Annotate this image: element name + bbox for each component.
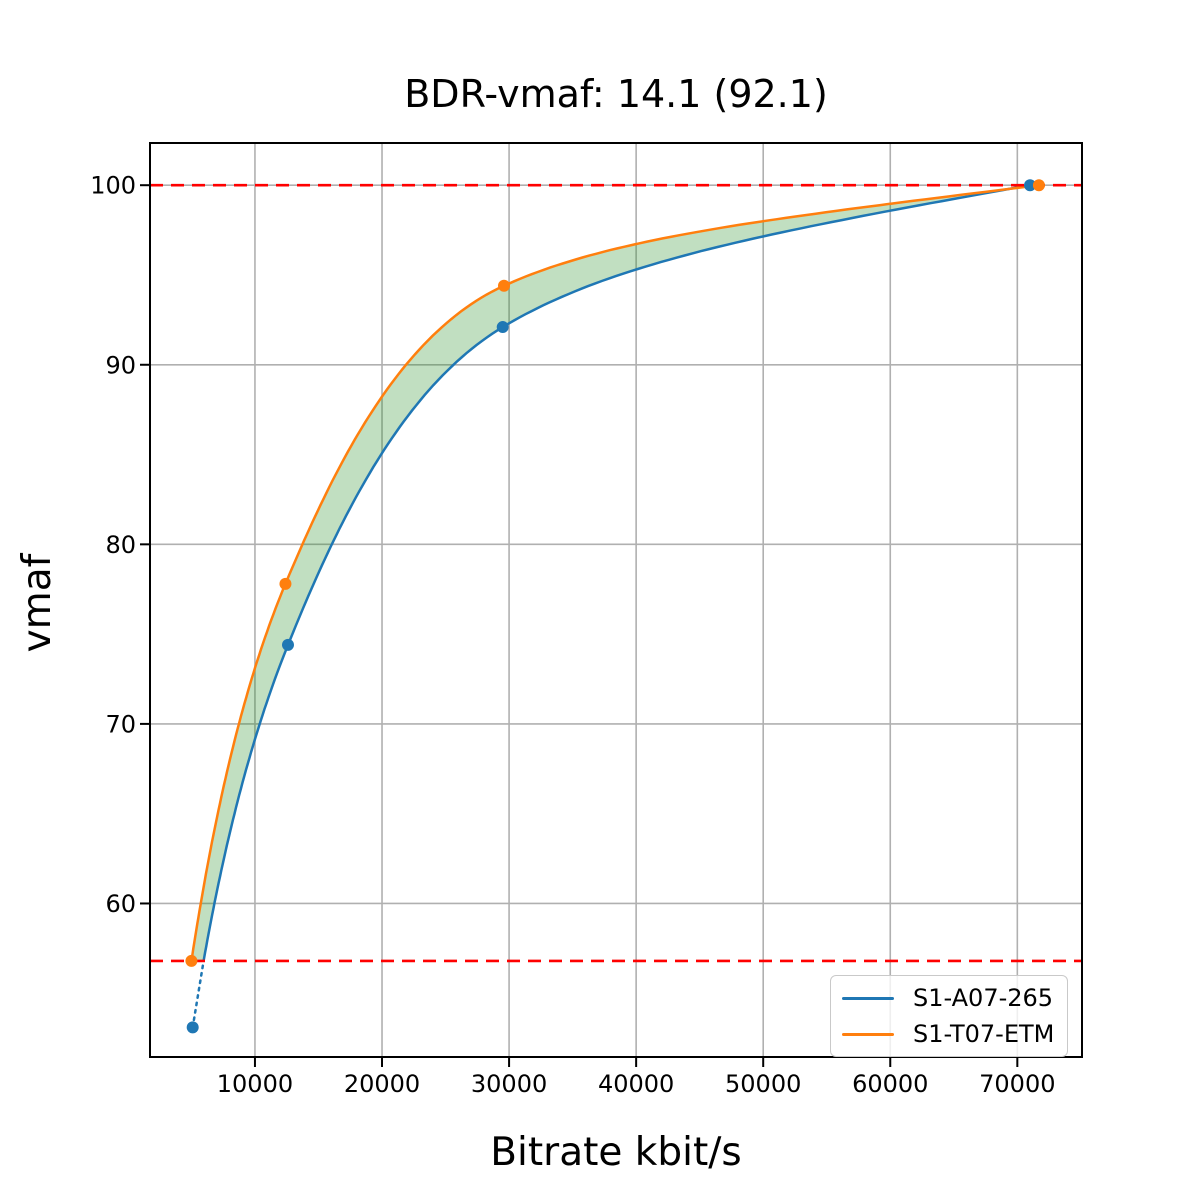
series-line-s1-a07-265	[202, 183, 1031, 962]
y-tick-label: 80	[105, 531, 136, 559]
data-point-s1-t07-etm	[1032, 179, 1045, 192]
data-point-s1-t07-etm	[497, 279, 510, 292]
x-tick-label: 70000	[979, 1070, 1055, 1098]
series-line-s1-t07-etm	[190, 183, 1040, 962]
data-point-s1-t07-etm	[185, 954, 198, 967]
x-tick-label: 10000	[217, 1070, 293, 1098]
x-tick-label: 50000	[725, 1070, 801, 1098]
legend-item: S1-A07-265	[842, 984, 1067, 1012]
series-dotted-segment	[191, 959, 205, 1029]
x-tick-label: 30000	[471, 1070, 547, 1098]
legend-line-sample	[842, 1032, 894, 1036]
data-point-s1-t07-etm	[279, 577, 292, 590]
legend-item: S1-T07-ETM	[842, 1020, 1067, 1048]
x-axis-label: Bitrate kbit/s	[490, 1130, 742, 1175]
data-point-s1-a07-265	[281, 638, 294, 651]
legend-line-sample	[842, 996, 894, 1000]
x-tick-label: 40000	[598, 1070, 674, 1098]
y-tick-label: 100	[90, 172, 136, 200]
axes-spines	[149, 142, 1083, 1058]
fill-between-region	[191, 185, 1039, 961]
data-point-s1-a07-265	[186, 1021, 199, 1034]
x-tick-label: 20000	[344, 1070, 420, 1098]
y-tick-label: 60	[105, 890, 136, 918]
y-tick-label: 90	[105, 351, 136, 379]
y-tick-label: 70	[105, 710, 136, 738]
chart-title: BDR-vmaf: 14.1 (92.1)	[404, 72, 828, 116]
data-point-s1-a07-265	[496, 321, 509, 334]
legend-label: S1-A07-265	[913, 984, 1054, 1012]
data-point-s1-a07-265	[1024, 179, 1037, 192]
legend-label: S1-T07-ETM	[913, 1020, 1055, 1048]
x-tick-label: 60000	[852, 1070, 928, 1098]
legend: S1-A07-265 S1-T07-ETM	[830, 975, 1068, 1057]
